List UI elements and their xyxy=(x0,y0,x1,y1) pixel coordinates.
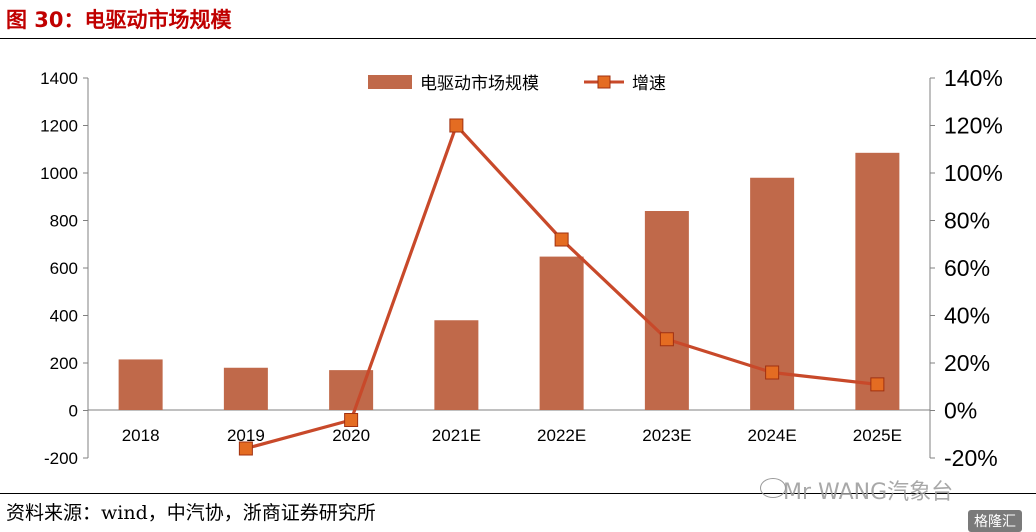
right-tick-label: 0% xyxy=(944,398,977,424)
bar-2025E xyxy=(855,152,900,410)
chart-bars xyxy=(118,152,900,410)
category-label: 2020 xyxy=(332,426,370,445)
category-label: 2024E xyxy=(748,426,797,445)
right-tick-label: 40% xyxy=(944,303,990,329)
right-tick-label: 100% xyxy=(944,160,1003,186)
watermark: Mr WANG汽象台 xyxy=(783,480,954,505)
category-label: 2021E xyxy=(432,426,481,445)
left-tick-label: 200 xyxy=(50,354,78,373)
right-tick-label: 140% xyxy=(944,65,1003,91)
category-label: 2023E xyxy=(642,426,691,445)
right-tick-label: 80% xyxy=(944,208,990,234)
left-tick-label: 1400 xyxy=(40,69,78,88)
growth-point-2024E xyxy=(765,365,780,380)
growth-point-2021E xyxy=(449,118,464,133)
growth-point-2022E xyxy=(554,232,569,247)
left-tick-label: 400 xyxy=(50,307,78,326)
growth-point-2019 xyxy=(238,441,253,456)
growth-point-2020 xyxy=(344,413,359,427)
category-label: 2018 xyxy=(122,426,160,445)
left-tick-label: 1000 xyxy=(40,164,78,183)
bar-2022E xyxy=(539,256,584,410)
bar-2018 xyxy=(118,359,163,410)
bar-2019 xyxy=(223,367,268,410)
category-label: 2019 xyxy=(227,426,265,445)
chart-line xyxy=(238,118,885,456)
left-tick-label: 600 xyxy=(50,259,78,278)
source-rule xyxy=(0,493,1036,494)
left-tick-label: -200 xyxy=(44,449,78,468)
source-badge: 格隆汇 xyxy=(968,510,1022,532)
category-label: 2022E xyxy=(537,426,586,445)
left-tick-label: 800 xyxy=(50,212,78,231)
category-label: 2025E xyxy=(853,426,902,445)
legend-bar-label: 电驱动市场规模 xyxy=(420,74,539,93)
right-tick-label: -20% xyxy=(944,445,998,471)
bar-2023E xyxy=(644,211,689,410)
bar-2021E xyxy=(434,320,479,410)
title-rule xyxy=(0,38,1036,39)
wechat-icon xyxy=(760,478,786,498)
right-tick-label: 60% xyxy=(944,255,990,281)
left-tick-label: 0 xyxy=(69,402,78,421)
chart-legend: 电驱动市场规模 增速 xyxy=(368,74,666,93)
left-tick-label: 1200 xyxy=(40,117,78,136)
chart-axes xyxy=(83,77,935,459)
growth-point-2023E xyxy=(659,332,674,347)
legend-line-marker xyxy=(597,75,611,89)
right-tick-label: 20% xyxy=(944,350,990,376)
chart-labels: 1400 1200 1000 800 600 400 200 0 -200 140% 120% 100… xyxy=(40,65,1003,471)
legend-line-label: 增速 xyxy=(632,74,666,93)
source-note: 资料来源：wind，中汽协，浙商证券研究所 xyxy=(6,502,376,524)
legend-bar-swatch xyxy=(368,75,412,89)
figure-title: 图 30：电驱动市场规模 xyxy=(6,8,232,32)
growth-point-2025E xyxy=(870,377,885,392)
right-tick-label: 120% xyxy=(944,113,1003,139)
